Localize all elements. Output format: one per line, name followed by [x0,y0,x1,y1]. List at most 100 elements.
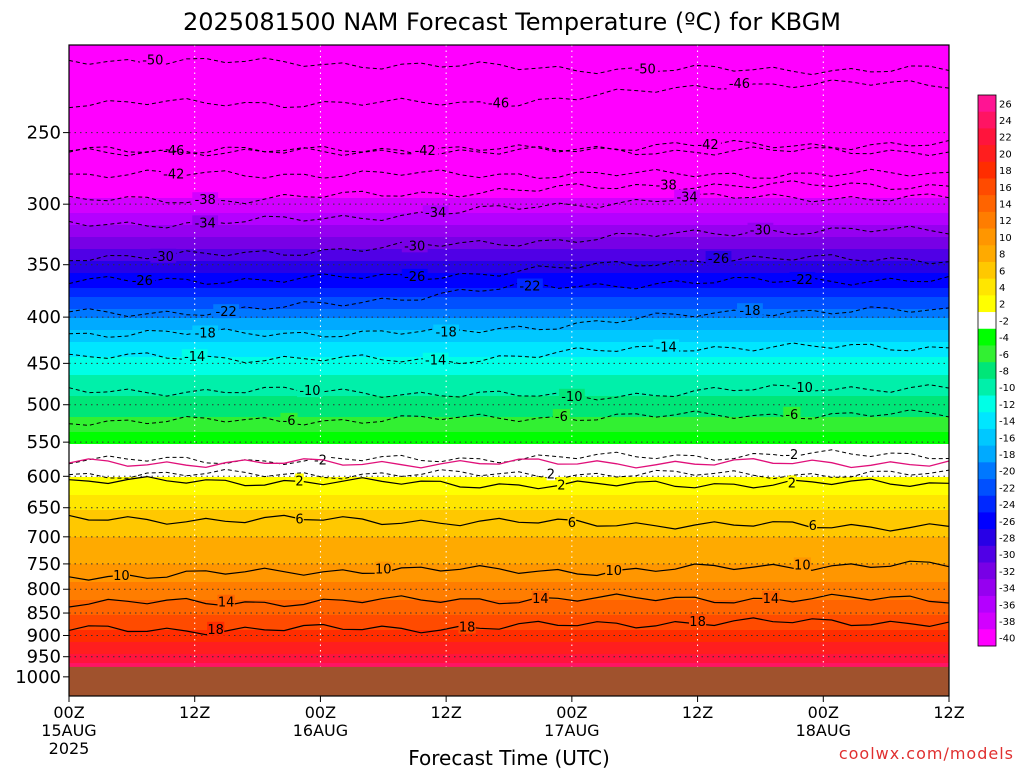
temperature-band [69,81,949,85]
contour-label-background [531,590,550,605]
temperature-band [69,522,949,526]
temperature-band [69,411,949,415]
contour-label-background [401,268,428,283]
contour-label-background [458,619,476,634]
x-tick-label: 16AUG [293,721,348,740]
temperature-band [69,309,949,313]
contour-label-background [688,614,707,629]
temperature-band [69,60,949,64]
colorbar-swatch [978,295,996,313]
temperature-band [69,321,949,325]
colorbar-label: 24 [999,116,1012,127]
colorbar-label: -14 [999,417,1015,428]
colorbar-swatch [978,245,996,263]
temperature-band [69,261,949,265]
temperature-band [69,147,949,151]
temperature-band [69,57,949,61]
contour-label: -2 [785,448,798,463]
isotherm-line [68,468,950,480]
contour-label: -42 [415,144,436,159]
colorbar-swatch [978,612,996,630]
temperature-band [69,360,949,364]
temperature-band [69,87,949,91]
temperature-band [69,660,949,664]
isotherm-line [68,79,950,109]
temperature-band [69,351,949,355]
contour-label-background [295,473,304,488]
contour-label: -42 [697,138,718,153]
colorbar-swatch [978,312,996,330]
contour-label-background [422,205,449,220]
temperature-band [69,279,949,283]
temperature-band [69,285,949,289]
temperature-band [69,426,949,430]
contour-label-background [217,594,235,609]
temperature-band [69,543,949,547]
temperature-band [69,288,949,292]
contour-label-background [783,446,801,461]
temperature-band [69,258,949,262]
colorbar-swatch [978,428,996,447]
contour-label-background [674,189,700,204]
temperature-band [69,150,949,154]
contour-label: -30 [750,224,771,239]
contour-label: 18 [459,621,476,636]
y-tick-label: 950 [27,647,61,668]
y-tick-label: 850 [27,603,61,624]
temperature-band [69,387,949,391]
contour-label: -50 [142,53,163,68]
x-tick-label: 12Z [933,703,964,722]
contour-label: -18 [195,326,216,341]
temperature-band [69,111,949,115]
temperature-band [69,219,949,223]
y-tick-label: 800 [27,579,61,600]
temperature-band [69,78,949,82]
contour-label: -22 [792,273,813,288]
x-tick-label: 17AUG [544,721,599,740]
colorbar-label: -10 [999,383,1015,394]
temperature-band [69,357,949,361]
temperature-band [69,342,949,346]
y-tick-label: 650 [27,498,61,519]
temperature-band [69,657,949,661]
colorbar-swatch [978,111,996,129]
temperature-band [69,468,949,472]
isotherm-line [68,475,950,490]
temperature-band [69,615,949,619]
temperature-band [69,621,949,625]
contour-label: 18 [207,623,224,638]
contour-label: -14 [425,354,446,369]
temperature-band [69,267,949,271]
y-tick-label: 450 [27,353,61,374]
temperature-band [69,654,949,658]
temperature-band [69,375,949,379]
temperature-band [69,465,949,469]
temperature-band [69,213,949,217]
temperature-band [69,531,949,535]
temperature-band [69,216,949,220]
colorbar-label: 20 [999,149,1012,160]
temperature-band [69,489,949,493]
x-tick-label: 12Z [179,703,210,722]
temperature-band [69,240,949,244]
y-tick-label: 300 [27,194,61,215]
colorbar-label: -36 [999,600,1015,611]
contour-label-background [422,352,449,367]
temperature-band [69,591,949,595]
temperature-band [69,339,949,343]
below-ground-area [69,666,949,696]
temperature-band [69,405,949,409]
x-tick-label: 18AUG [796,721,851,740]
temperature-band [69,393,949,397]
colorbar-label: 16 [999,183,1012,194]
temperature-band [69,435,949,439]
temperature-band [69,408,949,412]
temperature-band [69,606,949,610]
contour-label-background [139,52,166,67]
temperature-band [69,576,949,580]
colorbar-swatch [978,345,996,363]
temperature-band [69,69,949,73]
temperature-band [69,228,949,232]
temperature-band [69,174,949,178]
temperature-band [69,423,949,427]
